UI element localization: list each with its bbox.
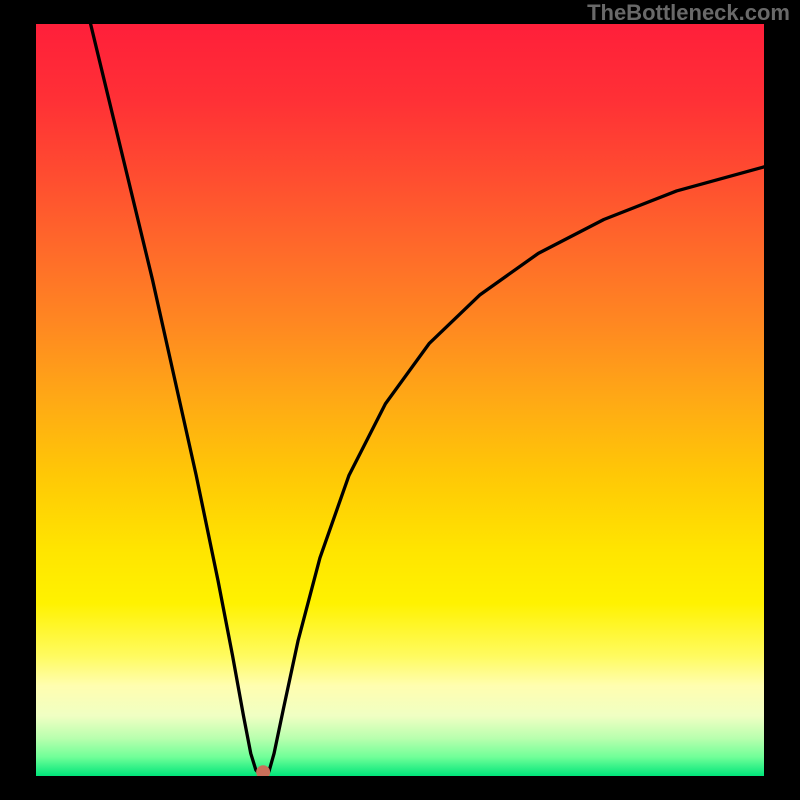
bottleneck-curve-chart: [0, 0, 800, 800]
plot-background: [36, 24, 764, 776]
chart-container: TheBottleneck.com: [0, 0, 800, 800]
watermark-text: TheBottleneck.com: [587, 0, 790, 26]
